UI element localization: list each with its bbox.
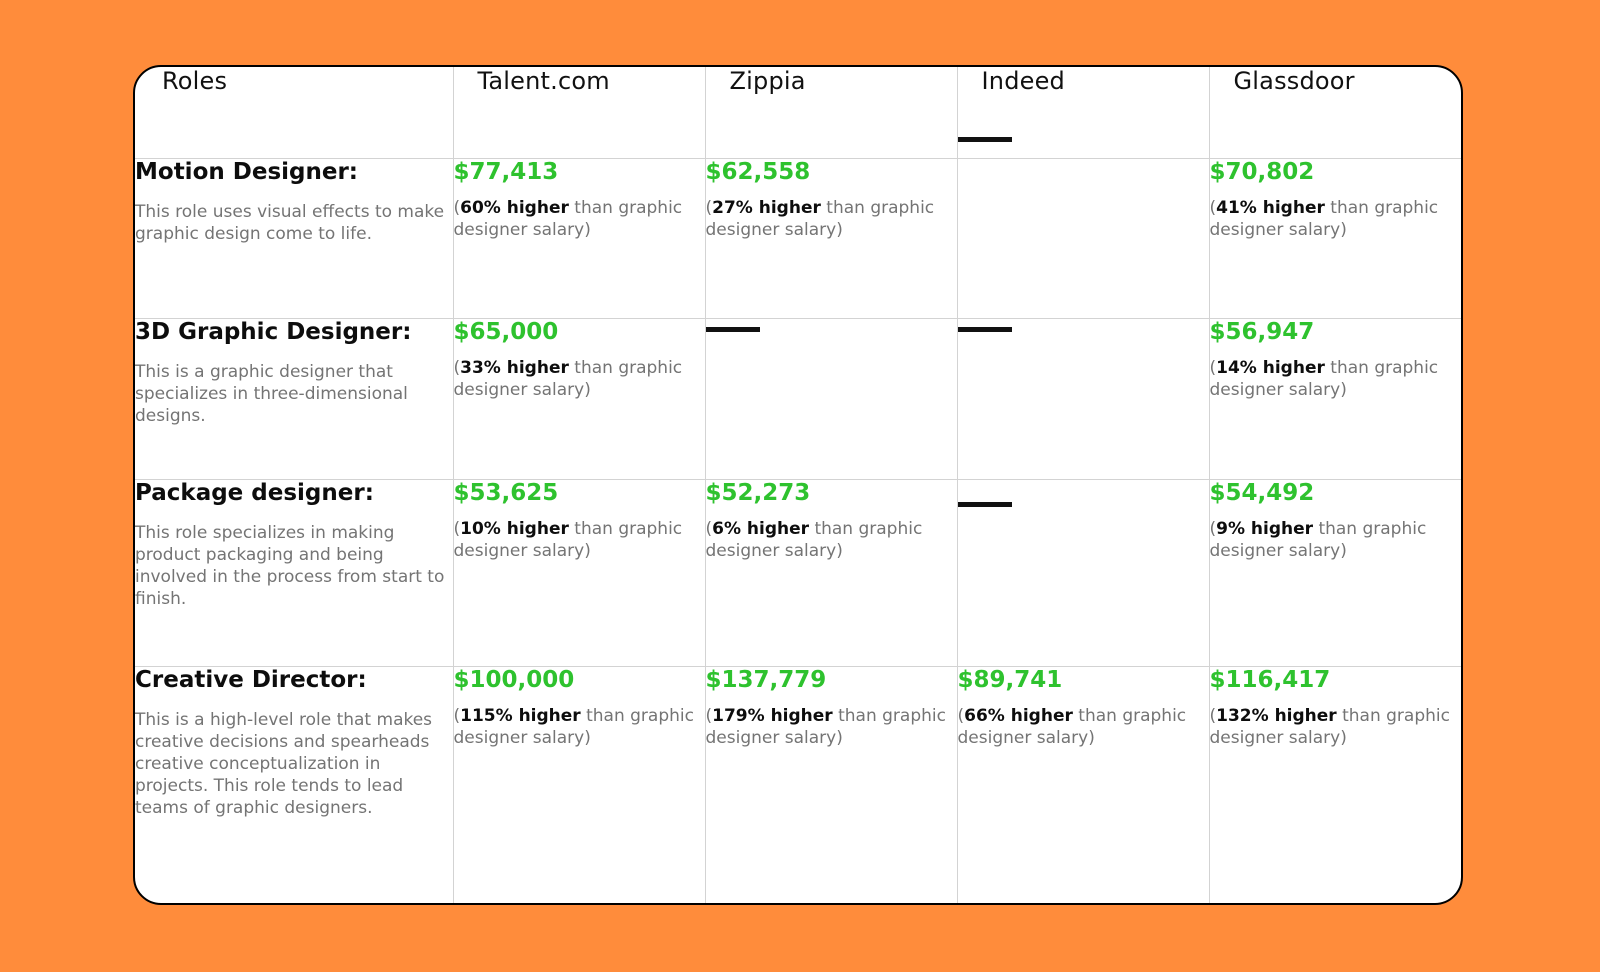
salary-cell: $54,492 (9% higher than graphic designer…	[1208, 478, 1461, 667]
salary-cell: $62,558 (27% higher than graphic designe…	[704, 157, 958, 319]
column-header-roles: Roles	[135, 67, 454, 159]
column-header-indeed: Indeed	[956, 67, 1210, 159]
table-header-row: Roles Talent.com Zippia Indeed Glassdoor	[135, 67, 1461, 159]
column-header-glassdoor: Glassdoor	[1208, 67, 1461, 159]
percent-higher: 60% higher	[460, 197, 569, 218]
column-header-talent: Talent.com	[452, 67, 706, 159]
no-data-dash	[705, 326, 760, 332]
salary-value: $70,802	[1209, 158, 1315, 185]
salary-value: $56,947	[1209, 318, 1315, 345]
salary-value: $116,417	[1209, 666, 1331, 693]
percent-higher: 33% higher	[460, 357, 569, 378]
salary-value: $77,413	[453, 158, 559, 185]
salary-comparison: (10% higher than graphic designer salary…	[453, 518, 683, 561]
salary-value: $53,625	[453, 479, 559, 506]
percent-higher: 115% higher	[460, 705, 581, 726]
percent-higher: 41% higher	[1216, 197, 1325, 218]
percent-higher: 132% higher	[1216, 705, 1337, 726]
salary-value: $62,558	[705, 158, 811, 185]
percent-higher: 6% higher	[712, 518, 810, 539]
salary-cell: $53,625 (10% higher than graphic designe…	[452, 478, 706, 667]
no-data-cell	[956, 317, 1210, 480]
salary-comparison: (33% higher than graphic designer salary…	[453, 357, 683, 400]
percent-higher: 66% higher	[964, 705, 1073, 726]
salary-value: $89,741	[957, 666, 1063, 693]
salary-comparison: (6% higher than graphic designer salary)	[705, 518, 923, 561]
salary-comparison: (27% higher than graphic designer salary…	[705, 197, 935, 240]
percent-higher: 10% higher	[460, 518, 569, 539]
no-data-dash	[957, 136, 1012, 142]
table-row: Creative Director: This is a high-level …	[135, 665, 1461, 903]
salary-cell: $137,779 (179% higher than graphic desig…	[704, 665, 958, 903]
no-data-dash	[957, 326, 1012, 332]
salary-cell: $100,000 (115% higher than graphic desig…	[452, 665, 706, 903]
salary-cell: $56,947 (14% higher than graphic designe…	[1208, 317, 1461, 480]
role-description: This role uses visual effects to make gr…	[135, 201, 445, 244]
salary-cell: $116,417 (132% higher than graphic desig…	[1208, 665, 1461, 903]
salary-comparison: (66% higher than graphic designer salary…	[957, 705, 1187, 748]
role-description: This is a graphic designer that speciali…	[135, 361, 408, 426]
percent-higher: 14% higher	[1216, 357, 1325, 378]
role-cell: Package designer: This role specializes …	[135, 478, 454, 667]
salary-comparison: (14% higher than graphic designer salary…	[1209, 357, 1439, 400]
role-title: Creative Director:	[135, 666, 367, 693]
no-data-cell	[704, 317, 958, 480]
salary-comparison-card: Roles Talent.com Zippia Indeed Glassdoor…	[133, 65, 1463, 905]
role-description: This is a high-level role that makes cre…	[135, 709, 433, 818]
table-row: Package designer: This role specializes …	[135, 478, 1461, 667]
no-data-dash	[957, 501, 1012, 507]
table-row: 3D Graphic Designer: This is a graphic d…	[135, 317, 1461, 480]
salary-comparison: (9% higher than graphic designer salary)	[1209, 518, 1427, 561]
salary-cell: $70,802 (41% higher than graphic designe…	[1208, 157, 1461, 319]
salary-value: $54,492	[1209, 479, 1315, 506]
salary-cell: $52,273 (6% higher than graphic designer…	[704, 478, 958, 667]
salary-cell: $89,741 (66% higher than graphic designe…	[956, 665, 1210, 903]
percent-higher: 27% higher	[712, 197, 821, 218]
table-row: Motion Designer: This role uses visual e…	[135, 136, 1461, 319]
role-title: Package designer:	[135, 479, 374, 506]
no-data-cell	[956, 136, 1210, 319]
salary-comparison-table: Roles Talent.com Zippia Indeed Glassdoor…	[135, 67, 1461, 903]
salary-value: $52,273	[705, 479, 811, 506]
role-cell: 3D Graphic Designer: This is a graphic d…	[135, 317, 454, 480]
role-cell: Motion Designer: This role uses visual e…	[135, 157, 454, 319]
salary-cell: $65,000 (33% higher than graphic designe…	[452, 317, 706, 480]
role-title: Motion Designer:	[135, 158, 358, 185]
salary-comparison: (179% higher than graphic designer salar…	[705, 705, 946, 748]
salary-comparison: (60% higher than graphic designer salary…	[453, 197, 683, 240]
role-cell: Creative Director: This is a high-level …	[135, 665, 454, 903]
salary-comparison: (41% higher than graphic designer salary…	[1209, 197, 1439, 240]
salary-value: $100,000	[453, 666, 575, 693]
role-title: 3D Graphic Designer:	[135, 318, 412, 345]
salary-comparison: (115% higher than graphic designer salar…	[453, 705, 694, 748]
salary-value: $65,000	[453, 318, 559, 345]
percent-higher: 179% higher	[712, 705, 833, 726]
no-data-cell	[956, 478, 1210, 667]
salary-comparison: (132% higher than graphic designer salar…	[1209, 705, 1450, 748]
column-header-zippia: Zippia	[704, 67, 958, 159]
salary-cell: $77,413 (60% higher than graphic designe…	[452, 157, 706, 319]
role-description: This role specializes in making product …	[135, 522, 445, 609]
salary-value: $137,779	[705, 666, 827, 693]
percent-higher: 9% higher	[1216, 518, 1314, 539]
